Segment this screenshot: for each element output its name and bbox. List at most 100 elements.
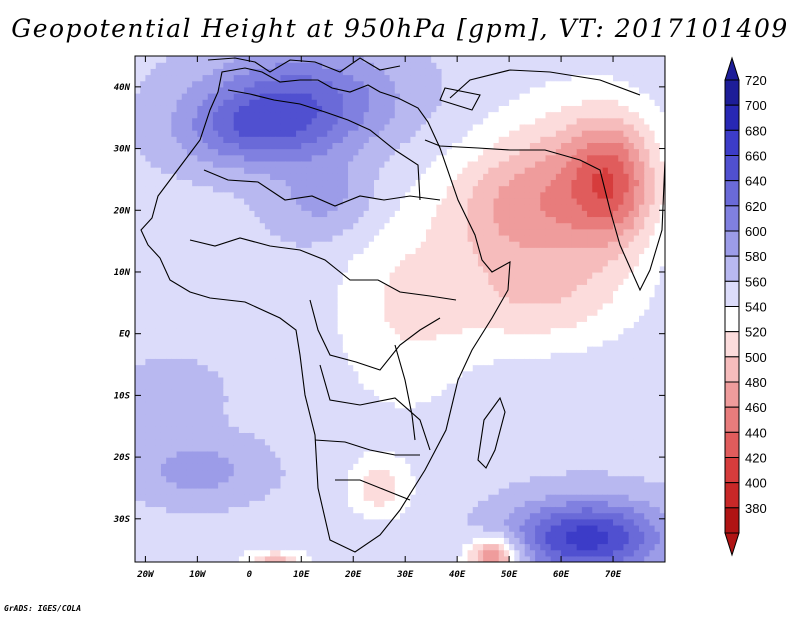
field-cell [436, 407, 443, 415]
field-cell [155, 426, 162, 434]
field-cell [223, 537, 230, 545]
field-cell [171, 506, 178, 514]
field-cell [207, 537, 214, 545]
field-cell [285, 438, 292, 446]
field-cell [348, 555, 354, 562]
field-cell [212, 148, 219, 156]
field-cell [244, 247, 250, 255]
field-cell [197, 86, 204, 94]
field-cell [259, 321, 266, 329]
field-cell [296, 333, 302, 341]
field-cell [197, 253, 204, 261]
field-cell [311, 74, 318, 82]
field-cell [140, 68, 146, 76]
field-cell [280, 234, 287, 242]
field-cell [275, 290, 282, 298]
field-cell [233, 376, 240, 384]
field-cell [441, 99, 448, 106]
field-cell [425, 56, 432, 63]
field-cell [301, 469, 308, 477]
field-cell [415, 210, 422, 218]
field-cell [296, 555, 302, 562]
field-cell [233, 407, 240, 415]
field-cell [384, 444, 391, 452]
field-cell [363, 364, 370, 372]
field-cell [160, 210, 167, 218]
field-cell [275, 247, 282, 255]
field-cell [259, 487, 266, 495]
field-cell [353, 148, 360, 156]
field-cell [259, 290, 266, 298]
field-cell [197, 444, 204, 452]
field-cell [306, 339, 313, 347]
field-cell [431, 432, 437, 440]
field-cell [160, 475, 167, 483]
field-cell [306, 475, 313, 483]
field-cell [285, 142, 292, 150]
field-cell [363, 216, 370, 224]
field-cell [353, 420, 360, 427]
field-cell [207, 383, 214, 390]
field-cell [394, 401, 401, 409]
field-cell [322, 432, 328, 440]
field-cell [400, 500, 406, 508]
field-cell [192, 346, 198, 353]
field-cell [379, 315, 386, 322]
field-cell [353, 346, 360, 353]
field-cell [301, 512, 308, 520]
field-cell [218, 315, 224, 322]
field-cell [384, 210, 391, 218]
field-cell [400, 327, 406, 335]
field-cell [431, 315, 437, 322]
field-cell [254, 426, 261, 434]
field-cell [327, 160, 334, 168]
field-cell [150, 444, 157, 452]
field-cell [186, 407, 193, 415]
field-cell [306, 68, 313, 76]
field-cell [202, 142, 209, 150]
field-cell [140, 481, 146, 489]
field-cell [306, 506, 313, 514]
field-cell [322, 93, 328, 100]
field-cell [166, 123, 172, 131]
field-cell [244, 117, 250, 125]
field-cell [436, 167, 443, 174]
field-cell [410, 487, 417, 495]
field-cell [342, 173, 349, 181]
field-cell [192, 173, 198, 181]
field-cell [337, 376, 344, 384]
field-cell [223, 148, 230, 156]
field-cell [171, 86, 178, 94]
field-cell [306, 204, 313, 211]
field-cell [358, 506, 365, 514]
field-cell [327, 173, 334, 181]
field-cell [197, 450, 204, 458]
field-cell [311, 80, 318, 88]
field-cell [150, 469, 157, 477]
field-cell [176, 241, 183, 248]
field-cell [342, 271, 349, 279]
field-cell [410, 154, 417, 162]
field-cell [311, 93, 318, 100]
field-cell [135, 457, 141, 464]
field-cell [270, 105, 276, 113]
field-cell [353, 99, 360, 106]
field-cell [145, 321, 152, 329]
field-cell [327, 130, 334, 137]
field-cell [301, 481, 308, 489]
field-cell [301, 259, 308, 267]
field-cell [446, 105, 453, 113]
field-cell [420, 518, 427, 526]
field-cell [358, 271, 365, 279]
field-cell [368, 241, 375, 248]
field-cell [353, 259, 360, 267]
field-cell [353, 271, 360, 279]
field-cell [238, 475, 245, 483]
field-cell [233, 204, 240, 211]
field-cell [431, 457, 437, 464]
field-cell [244, 105, 250, 113]
field-cell [441, 296, 448, 304]
field-cell [322, 389, 328, 396]
field-cell [244, 327, 250, 335]
field-cell [446, 549, 453, 557]
